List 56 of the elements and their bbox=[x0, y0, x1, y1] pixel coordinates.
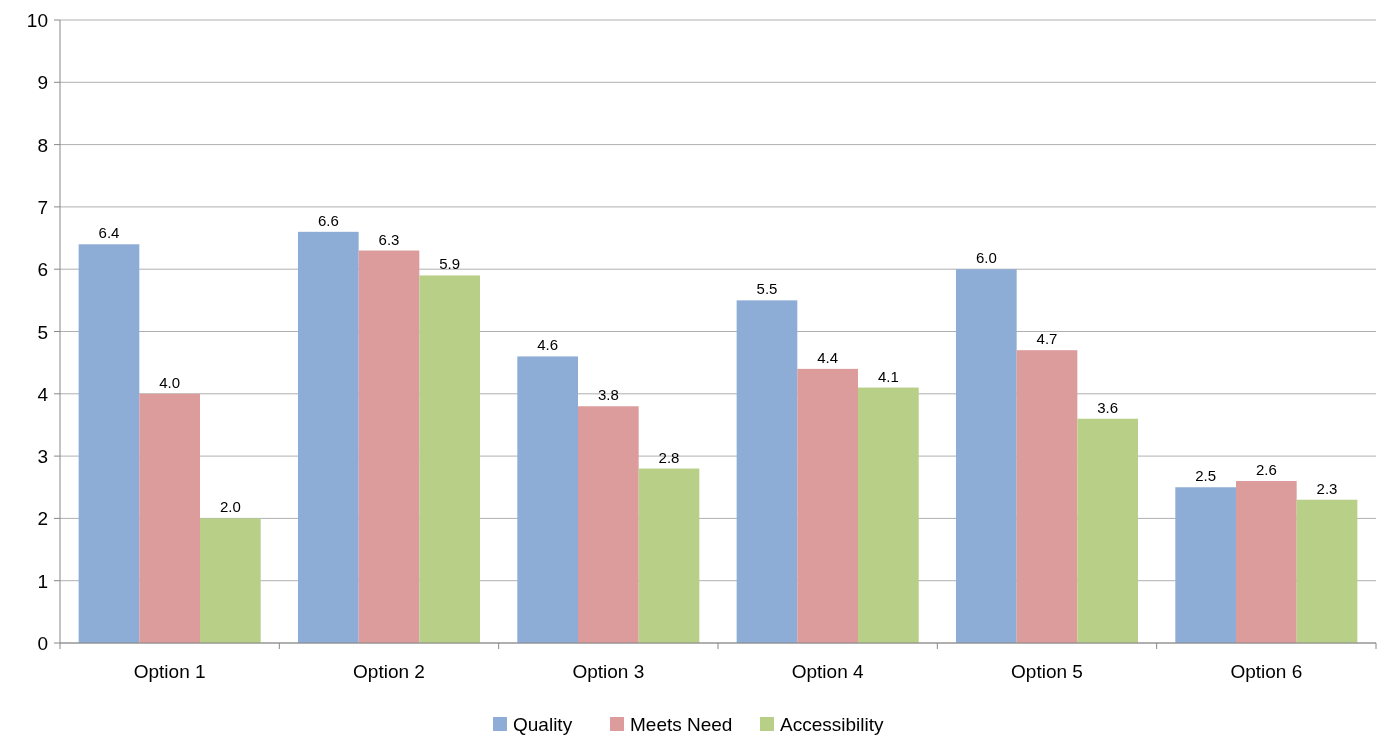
y-tick-label: 9 bbox=[37, 72, 48, 94]
bar bbox=[419, 275, 481, 643]
data-label: 2.3 bbox=[1316, 479, 1338, 497]
bar bbox=[517, 356, 578, 643]
bar bbox=[638, 468, 700, 643]
y-tick-label: 6 bbox=[37, 259, 48, 281]
data-label: 3.6 bbox=[1097, 398, 1119, 416]
data-label: 6.3 bbox=[378, 230, 400, 248]
y-tick-label: 1 bbox=[37, 570, 48, 592]
data-label: 2.0 bbox=[219, 498, 241, 516]
bar bbox=[1077, 418, 1139, 643]
data-label: 4.1 bbox=[877, 367, 899, 385]
bar bbox=[1296, 499, 1358, 643]
bar bbox=[297, 231, 359, 643]
bar bbox=[1235, 481, 1297, 643]
y-tick-label: 4 bbox=[37, 383, 49, 405]
bar bbox=[736, 300, 798, 643]
y-tick-label: 7 bbox=[37, 196, 48, 218]
x-tick-label: Option 1 bbox=[133, 661, 206, 682]
bar bbox=[1175, 487, 1236, 643]
bar bbox=[358, 250, 420, 643]
x-tick-label: Option 2 bbox=[353, 661, 425, 682]
data-label: 3.8 bbox=[597, 386, 619, 404]
bar bbox=[1016, 350, 1078, 643]
legend-label: Accessibility bbox=[780, 714, 884, 735]
bar bbox=[797, 368, 859, 643]
data-label: 4.4 bbox=[817, 348, 839, 366]
data-label: 4.6 bbox=[537, 336, 559, 354]
x-tick-label: Option 6 bbox=[1230, 661, 1303, 682]
y-tick-label: 8 bbox=[37, 134, 48, 156]
data-label: 2.6 bbox=[1255, 461, 1277, 479]
x-tick-label: Option 4 bbox=[791, 661, 865, 682]
y-tick-label: 5 bbox=[37, 321, 48, 343]
data-label: 5.5 bbox=[756, 280, 778, 298]
bar bbox=[78, 244, 140, 643]
y-tick-label: 10 bbox=[26, 10, 48, 31]
bar bbox=[200, 518, 261, 643]
bar bbox=[858, 387, 919, 643]
data-label: 6.0 bbox=[975, 249, 997, 267]
data-label: 6.4 bbox=[98, 224, 120, 242]
y-tick-label: 3 bbox=[37, 446, 48, 468]
data-label: 2.8 bbox=[658, 448, 680, 466]
data-label: 2.5 bbox=[1195, 467, 1217, 485]
bar bbox=[577, 406, 639, 643]
data-label: 5.9 bbox=[439, 255, 461, 273]
data-label: 4.0 bbox=[159, 373, 181, 391]
y-tick-label: 2 bbox=[37, 508, 48, 530]
data-label: 6.6 bbox=[317, 211, 339, 229]
bar bbox=[139, 393, 201, 643]
data-label: 4.7 bbox=[1036, 330, 1058, 348]
x-tick-label: Option 5 bbox=[1011, 661, 1083, 682]
legend-label: Quality bbox=[513, 714, 573, 735]
x-tick-label: Option 3 bbox=[572, 661, 645, 682]
y-tick-label: 0 bbox=[37, 633, 48, 654]
bar bbox=[955, 269, 1017, 643]
legend-label: Meets Need bbox=[630, 714, 733, 735]
